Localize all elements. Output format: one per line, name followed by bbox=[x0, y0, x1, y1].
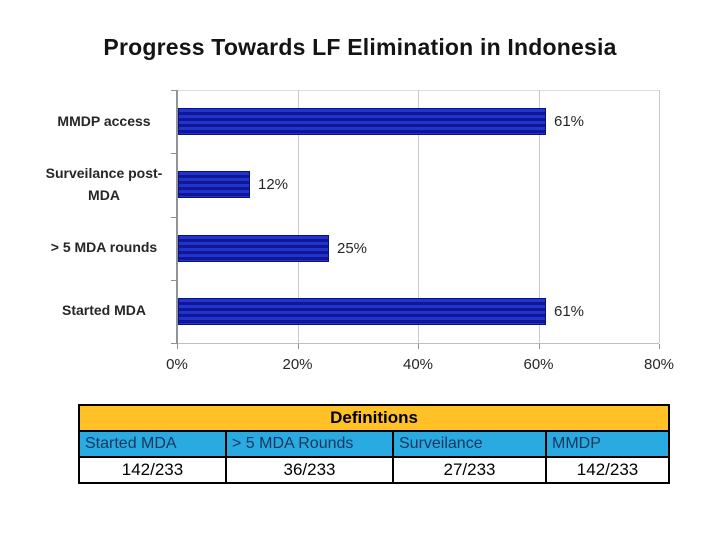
category-label: > 5 MDA rounds bbox=[50, 239, 158, 256]
bar-value-label: 61% bbox=[554, 302, 585, 320]
x-tick-label: 20% bbox=[282, 356, 313, 373]
bar-value-label: 61% bbox=[554, 113, 585, 131]
x-axis-tick bbox=[538, 344, 540, 349]
definitions-header-cell: Definitions bbox=[77, 404, 671, 432]
gridline bbox=[297, 90, 299, 343]
bar bbox=[178, 171, 250, 199]
value-cell: 27/233 bbox=[392, 456, 547, 484]
value-cell: 142/233 bbox=[78, 456, 227, 484]
x-axis-tick bbox=[659, 344, 660, 349]
column-header-cell: MMDP bbox=[544, 430, 671, 458]
column-header-cell: Surveilance bbox=[392, 430, 547, 458]
category-axis-tick bbox=[171, 216, 176, 218]
column-header-cell: > 5 MDA Rounds bbox=[225, 430, 394, 458]
gridline bbox=[659, 90, 660, 343]
category-label: Surveilance post-MDA bbox=[45, 165, 163, 204]
gridline bbox=[538, 90, 540, 343]
x-tick-label: 60% bbox=[523, 356, 554, 373]
x-axis-tick bbox=[177, 344, 178, 349]
bar-value-label: 12% bbox=[258, 176, 289, 194]
definitions-table: Definitions Started MDA > 5 MDA Rounds Sur… bbox=[77, 404, 671, 484]
bar-value-label: 25% bbox=[337, 239, 368, 257]
page-title: Progress Towards LF Elimination in Indon… bbox=[103, 34, 617, 60]
category-axis-tick bbox=[171, 279, 176, 281]
gridline bbox=[418, 90, 419, 343]
bar bbox=[178, 297, 546, 325]
bar-chart: 0% 20% 40% 60% 80% 61% MMDP access 12% Surveilan… bbox=[45, 90, 675, 373]
plot-bottom-border bbox=[177, 343, 659, 344]
category-label: MMDP access bbox=[57, 112, 151, 129]
column-header-cell: Started MDA bbox=[78, 430, 227, 458]
category-label: Started MDA bbox=[61, 302, 146, 319]
x-axis-tick bbox=[297, 344, 299, 349]
category-axis bbox=[176, 90, 178, 344]
bar bbox=[178, 234, 329, 262]
value-cell: 36/233 bbox=[225, 456, 394, 484]
x-tick-label: 80% bbox=[643, 356, 675, 373]
bar bbox=[178, 108, 546, 136]
category-axis-tick bbox=[171, 153, 176, 155]
category-axis-tick bbox=[171, 90, 176, 91]
value-cell: 142/233 bbox=[544, 456, 671, 484]
x-tick-label: 40% bbox=[402, 356, 434, 373]
x-axis-tick bbox=[418, 344, 419, 349]
x-tick-label: 0% bbox=[166, 356, 188, 373]
category-axis-tick bbox=[171, 343, 176, 344]
